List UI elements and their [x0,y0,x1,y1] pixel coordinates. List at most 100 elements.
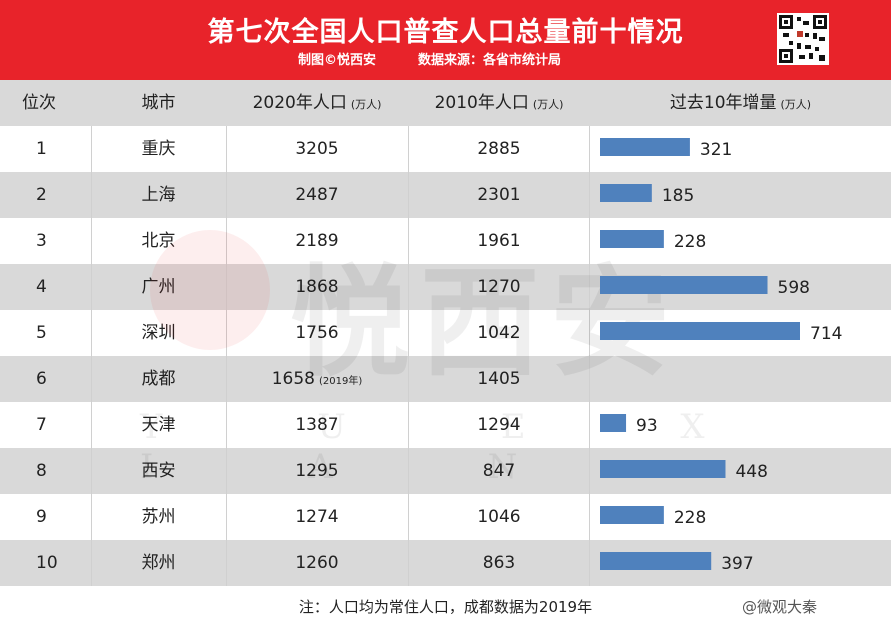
pop2020-cell: 1260 [226,540,408,586]
column-divider [91,448,92,494]
pop2010-cell-text: 1046 [477,507,521,527]
growth-value-label: 228 [674,508,706,528]
city-cell: 上海 [91,172,226,218]
column-divider [408,310,409,356]
pop2020-cell-text: 3205 [295,139,339,159]
growth-bar-chart: 321 185 228 598 714 93 448 228 397 [600,138,842,574]
column-divider [408,126,409,172]
rank-cell-text: 4 [36,277,47,297]
pop2020-cell-text: 2487 [295,185,339,205]
city-cell-text: 广州 [141,277,176,297]
pop2010-cell: 1046 [408,494,590,540]
pop2020-cell: 1868 [226,264,408,310]
rank-cell: 6 [36,356,47,402]
column-divider [589,540,590,586]
column-divider [408,356,409,402]
city-cell: 成都 [91,356,226,402]
column-divider [408,172,409,218]
rank-cell-text: 9 [36,507,47,527]
growth-value-label: 93 [636,416,658,436]
column-divider [226,540,227,586]
table-header-row: 位次 城市 2020年人口 (万人) 2010年人口 (万人) 过去10年增量 (万人… [0,80,891,126]
table-row: 8 西安 1295 847 [0,448,891,494]
city-cell-text: 成都 [141,369,176,389]
city-cell: 西安 [91,448,226,494]
rank-cell: 1 [36,126,47,172]
source-text: 数据来源：各省市统计局 [418,53,562,68]
pop2020-cell: 1658 (2019年) [226,356,408,402]
pop2010-cell-text: 1270 [477,277,521,297]
growth-bar [600,460,726,478]
pop2010-cell: 1294 [408,402,590,448]
pop2020-cell: 2487 [226,172,408,218]
rank-cell-text: 1 [36,139,47,159]
header-growth: 过去10年增量 (万人) [669,93,812,113]
city-cell: 北京 [91,218,226,264]
header-city: 城市 [141,93,176,113]
column-divider [408,448,409,494]
rank-cell: 2 [36,172,47,218]
table-row: 2 上海 2487 2301 [0,172,891,218]
growth-value-label: 185 [662,186,694,206]
city-cell: 重庆 [91,126,226,172]
column-divider [589,126,590,172]
growth-bar [600,276,768,294]
rank-cell-text: 5 [36,323,47,343]
pop2010-cell: 1270 [408,264,590,310]
pop2020-note: (2019年) [319,376,363,387]
header-pop2020: 2020年人口 (万人) [252,93,382,113]
city-cell-text: 西安 [141,461,176,481]
pop2020-cell-text: 1387 [295,415,339,435]
pop2020-cell: 1295 [226,448,408,494]
pop2020-cell: 1756 [226,310,408,356]
rank-cell: 9 [36,494,47,540]
rank-cell-text: 2 [36,185,47,205]
column-divider [226,126,227,172]
city-cell-text: 苏州 [141,507,176,527]
column-divider [91,126,92,172]
column-divider [589,172,590,218]
column-divider [589,494,590,540]
pop2010-cell-text: 2301 [477,185,521,205]
pop2020-cell: 1387 [226,402,408,448]
column-divider [408,540,409,586]
credit-text: 制图©悦西安 [298,53,377,68]
column-divider [226,402,227,448]
rank-cell: 4 [36,264,47,310]
column-divider [589,310,590,356]
growth-value-label: 714 [810,324,842,344]
column-divider [91,218,92,264]
city-cell: 苏州 [91,494,226,540]
column-divider [589,448,590,494]
table-row: 7 天津 1387 1294 [0,402,891,448]
header-rank: 位次 [22,93,56,113]
column-divider [589,402,590,448]
growth-bar [600,184,652,202]
pop2020-cell-text: 1274 [295,507,339,527]
growth-value-label: 448 [735,462,767,482]
pop2020-cell-text: 1295 [295,461,339,481]
qr-code-icon [777,13,829,65]
column-divider [91,356,92,402]
pop2020-cell: 3205 [226,126,408,172]
column-divider [226,264,227,310]
growth-bar [600,552,712,570]
table-row: 1 重庆 3205 2885 [0,126,891,172]
city-cell-text: 天津 [141,415,176,435]
column-divider [408,264,409,310]
column-divider [91,264,92,310]
city-cell-text: 郑州 [141,553,176,573]
column-divider [589,356,590,402]
rank-cell-text: 7 [36,415,47,435]
column-divider [226,310,227,356]
column-divider [226,448,227,494]
pop2020-cell-text: 1756 [295,323,339,343]
column-divider [589,218,590,264]
watermark-logo [150,230,270,350]
pop2010-cell: 1405 [408,356,590,402]
city-cell-text: 深圳 [141,323,176,343]
header-pop2010: 2010年人口 (万人) [434,93,564,113]
pop2010-cell-text: 847 [482,461,516,481]
pop2010-cell-text: 2885 [477,139,521,159]
column-divider [226,356,227,402]
